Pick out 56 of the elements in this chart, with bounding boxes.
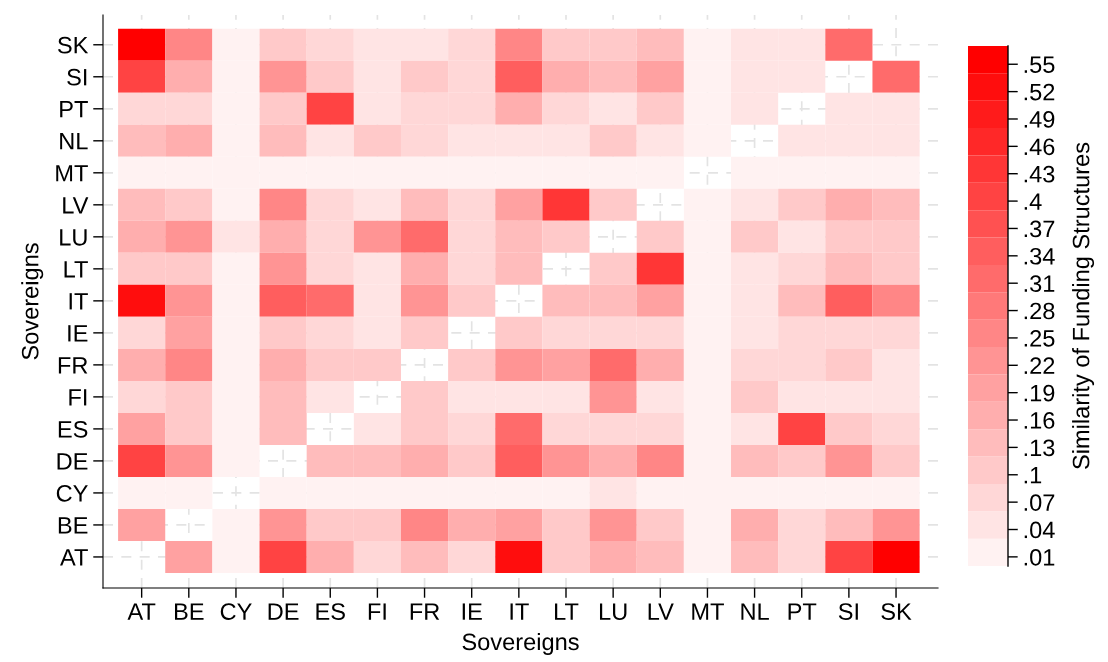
y-tick-label: LT xyxy=(64,261,88,278)
x-tick-label: PT xyxy=(788,603,817,620)
x-tick-label: SI xyxy=(838,603,858,620)
y-axis-title: Sovereigns xyxy=(21,243,44,360)
x-tick-label: CY xyxy=(220,603,252,620)
color-bar-label: .31 xyxy=(1024,275,1055,292)
y-tick-label: PT xyxy=(60,101,88,118)
y-tick-label: IE xyxy=(68,325,88,342)
y-tick-label: LU xyxy=(60,229,87,246)
color-bar-label: .1 xyxy=(1024,467,1042,484)
color-bar-label: .34 xyxy=(1024,247,1055,265)
color-bar-label: .49 xyxy=(1024,111,1055,128)
x-tick-label: IE xyxy=(462,603,482,620)
y-tick-label: IT xyxy=(69,293,88,310)
y-tick-label: ES xyxy=(58,420,88,438)
color-bar-label: .16 xyxy=(1024,412,1055,429)
color-bar-label: .13 xyxy=(1024,439,1055,457)
y-tick-label: SK xyxy=(57,36,89,54)
y-tick-label: NL xyxy=(60,133,88,150)
x-tick-label: FI xyxy=(368,603,386,620)
x-tick-label: IT xyxy=(510,603,529,620)
color-bar-label: .01 xyxy=(1024,548,1055,566)
color-bar-label: .25 xyxy=(1024,330,1055,347)
x-tick-label: DE xyxy=(268,603,299,620)
color-bar-title: Similarity of Funding Structures xyxy=(1072,142,1095,469)
y-tick-label: FI xyxy=(69,389,87,406)
y-tick-label: LV xyxy=(63,197,89,214)
y-tick-label: AT xyxy=(60,549,88,566)
x-tick-label: ES xyxy=(316,603,345,620)
color-bar-label: .19 xyxy=(1024,384,1055,402)
y-tick-label: BE xyxy=(58,517,88,534)
y-tick-label: SI xyxy=(67,68,87,86)
x-tick-label: SK xyxy=(881,603,912,620)
x-tick-label: AT xyxy=(127,603,156,620)
y-tick-label: FR xyxy=(58,357,88,374)
color-bar-label: .46 xyxy=(1024,138,1055,156)
x-tick-label: FR xyxy=(410,603,440,620)
color-bar-label: .28 xyxy=(1024,302,1055,320)
color-bar-label: .52 xyxy=(1024,83,1055,101)
y-tick-label: CY xyxy=(56,484,88,502)
color-bar-label: .04 xyxy=(1024,521,1055,539)
color-bar-label: .55 xyxy=(1024,56,1055,74)
x-tick-label: MT xyxy=(692,603,724,620)
color-bar-label: .43 xyxy=(1024,165,1055,183)
x-tick-label: LV xyxy=(648,603,674,620)
color-bar-label: .4 xyxy=(1024,193,1042,210)
x-tick-label: LT xyxy=(555,603,579,620)
color-bar-label: .37 xyxy=(1024,220,1055,238)
x-tick-label: BE xyxy=(175,603,204,620)
color-bar-label: .07 xyxy=(1024,494,1055,511)
color-bar-label: .22 xyxy=(1024,357,1055,374)
x-axis-title: Sovereigns xyxy=(462,632,579,655)
x-tick-label: NL xyxy=(741,603,769,620)
y-tick-label: DE xyxy=(57,453,88,470)
x-tick-label: LU xyxy=(599,603,627,620)
y-tick-label: MT xyxy=(56,165,88,182)
